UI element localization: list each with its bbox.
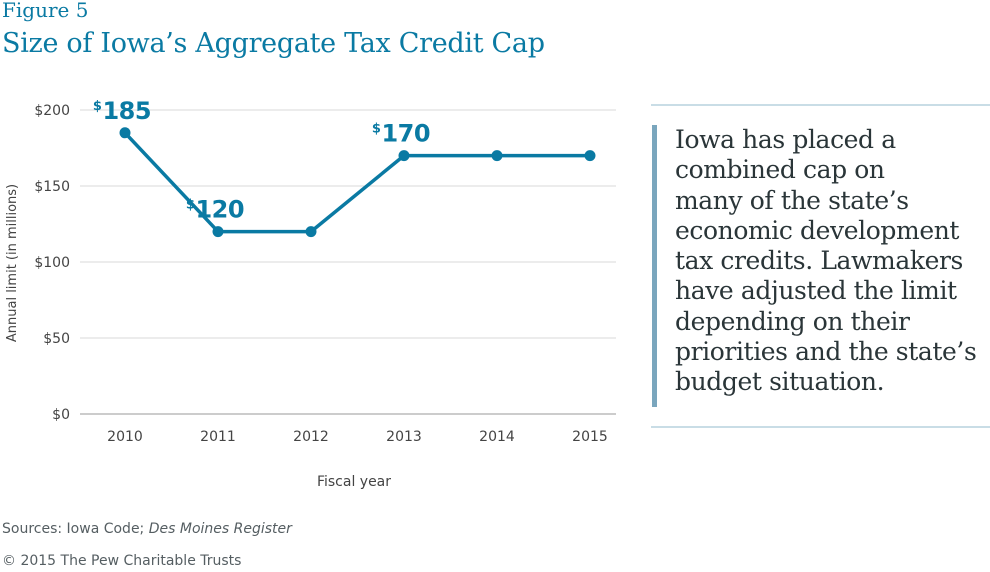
sources-prefix: Sources: Iowa Code; bbox=[2, 521, 149, 537]
callout-line: combined cap on bbox=[675, 155, 885, 185]
x-tick-label: 2014 bbox=[479, 429, 515, 445]
callout-line: tax credits. Lawmakers bbox=[675, 246, 963, 276]
x-axis-label: Fiscal year bbox=[317, 474, 391, 490]
callout-line: depending on their bbox=[675, 306, 910, 336]
data-label-currency: $ bbox=[93, 99, 102, 114]
data-label: $170 bbox=[372, 120, 430, 148]
figure-label: Figure 5 bbox=[2, 0, 89, 22]
data-labels: $185$120$170 bbox=[93, 97, 431, 224]
gridlines bbox=[80, 109, 616, 415]
series-path bbox=[123, 131, 592, 234]
y-axis-tick-labels: $0 $50 $100 $150 $200 bbox=[34, 103, 70, 423]
sources-italic: Des Moines Register bbox=[148, 521, 292, 537]
x-tick-label: 2010 bbox=[107, 429, 143, 445]
sources-note: Sources: Iowa Code; Des Moines Register bbox=[2, 521, 292, 537]
data-label-currency: $ bbox=[372, 122, 381, 137]
x-axis-tick-labels: 2010 2011 2012 2013 2014 2015 bbox=[107, 429, 608, 445]
callout-line: have adjusted the limit bbox=[675, 276, 957, 306]
y-tick-label: $200 bbox=[34, 103, 70, 119]
x-tick-label: 2012 bbox=[293, 429, 329, 445]
callout-line: Iowa has placed a bbox=[675, 125, 896, 154]
data-point bbox=[212, 226, 224, 238]
data-point bbox=[305, 226, 317, 238]
data-label-value: 185 bbox=[102, 97, 151, 125]
y-tick-label: $100 bbox=[34, 255, 70, 271]
x-tick-label: 2011 bbox=[200, 429, 236, 445]
data-point bbox=[491, 150, 503, 162]
callout-bottom-rule bbox=[651, 426, 990, 428]
y-tick-label: $50 bbox=[43, 331, 70, 347]
data-point bbox=[398, 150, 410, 162]
callout-text: Iowa has placed a combined cap on many of … bbox=[652, 125, 988, 407]
data-label-currency: $ bbox=[186, 198, 195, 213]
callout-line: many of the state’s bbox=[675, 185, 909, 215]
callout-line: economic development bbox=[675, 215, 960, 245]
callout-line: priorities and the state’s bbox=[675, 337, 977, 367]
y-axis-label: Annual limit (in millions) bbox=[5, 184, 20, 342]
x-tick-label: 2013 bbox=[386, 429, 422, 445]
data-label-value: 120 bbox=[195, 196, 244, 224]
data-label: $185 bbox=[93, 97, 151, 125]
x-tick-label: 2015 bbox=[572, 429, 608, 445]
y-tick-label: $0 bbox=[52, 407, 70, 423]
callout-line: budget situation. bbox=[675, 367, 885, 397]
series-line bbox=[123, 131, 592, 234]
callout-top-rule bbox=[651, 104, 990, 106]
line-chart: $0$50$100$150$200 2010 2011 2012 2013 2014 20… bbox=[5, 97, 616, 490]
data-label: $120 bbox=[186, 196, 244, 224]
data-point bbox=[119, 127, 131, 139]
data-label-value: 170 bbox=[381, 120, 430, 148]
chart-title: Size of Iowa’s Aggregate Tax Credit Cap bbox=[2, 28, 545, 59]
data-points bbox=[119, 127, 596, 238]
copyright: © 2015 The Pew Charitable Trusts bbox=[2, 553, 242, 569]
y-tick-label: $150 bbox=[34, 179, 70, 195]
data-point bbox=[584, 150, 596, 162]
